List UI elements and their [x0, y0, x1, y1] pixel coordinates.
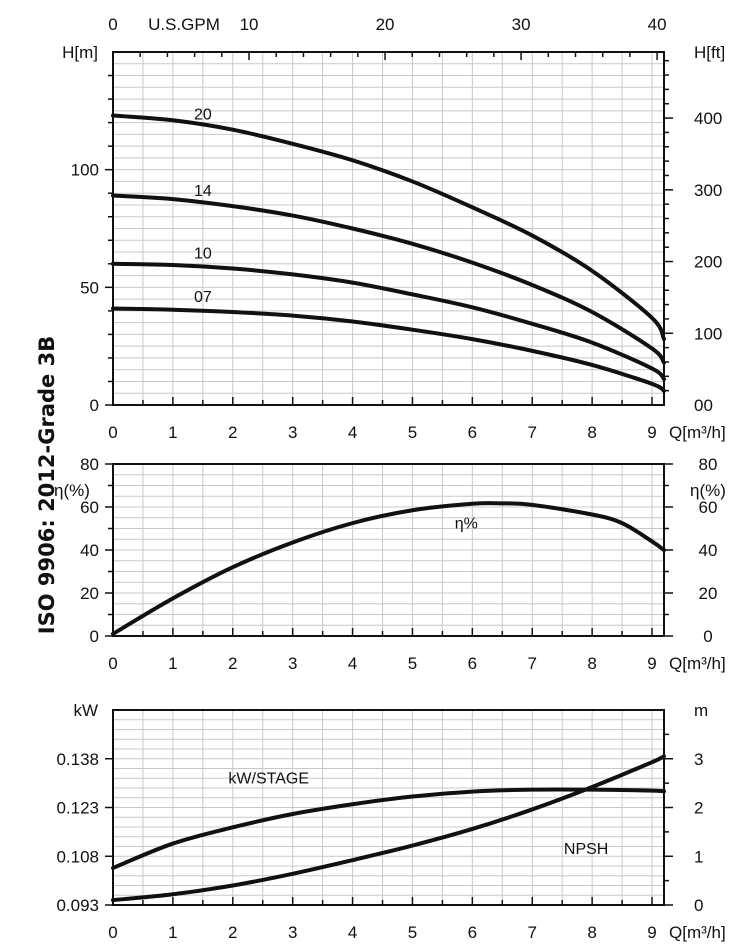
- y-right-tick-label: 20: [699, 584, 718, 603]
- x-tick-label: 6: [468, 923, 477, 942]
- series-curve: [111, 193, 666, 365]
- x-top-tick-label: 20: [376, 15, 395, 34]
- grid-layer: [112, 51, 664, 906]
- series-label: η%: [455, 516, 478, 533]
- label-layer: ISO 9906: 2012-Grade 3B 0 1 2 3 4 5 6 7 8 9 Q[m³/h…: [35, 15, 726, 942]
- x-axis-unit-label: Q[m³/h]: [669, 423, 726, 442]
- y-tick-label: 50: [80, 278, 99, 297]
- y-tick-label: 60: [80, 498, 99, 517]
- x-tick-label: 4: [348, 423, 357, 442]
- series-label: 20: [194, 107, 212, 124]
- x-tick-label: 4: [348, 923, 357, 942]
- x-tick-label: 0: [108, 654, 117, 673]
- series-curve: [111, 501, 666, 636]
- x-tick-label: 7: [528, 654, 537, 673]
- series-curve: [111, 306, 666, 393]
- y-right-tick-label: 100: [694, 324, 722, 343]
- x-top-tick-label: 10: [240, 15, 259, 34]
- x-tick-label: 6: [468, 654, 477, 673]
- y-tick-label: 0.138: [56, 750, 99, 769]
- y-tick-label: 20: [80, 584, 99, 603]
- x-tick-label: 7: [528, 923, 537, 942]
- x-axis-unit-label: Q[m³/h]: [669, 654, 726, 673]
- series-label: 07: [194, 289, 212, 306]
- series-curve: [111, 754, 666, 903]
- x-axis-unit-label: Q[m³/h]: [669, 923, 726, 942]
- x-tick-label: 1: [168, 654, 177, 673]
- panel-frame: [112, 51, 665, 406]
- x-tick-label: 1: [168, 923, 177, 942]
- x-tick-label: 3: [288, 654, 297, 673]
- series-curve: [111, 261, 666, 382]
- x-top-tick-label: 0: [108, 15, 117, 34]
- x-tick-label: 2: [228, 923, 237, 942]
- series-curve: [111, 787, 666, 870]
- x-tick-label: 1: [168, 423, 177, 442]
- y-axis-unit-label: kW: [73, 701, 98, 720]
- y-right-unit-label: m: [694, 701, 708, 720]
- y-right-tick-label: 2: [694, 799, 703, 818]
- series-curve: [111, 113, 666, 342]
- y-right-tick-label: 00: [694, 396, 713, 415]
- y-right-tick-label: 400: [694, 109, 722, 128]
- curve-layer: [111, 113, 666, 903]
- y-right-unit-label: η(%): [690, 481, 726, 500]
- y-tick-label: 100: [71, 161, 99, 180]
- x-top-tick-label: 30: [512, 15, 531, 34]
- x-tick-label: 5: [408, 654, 417, 673]
- y-tick-label: 0.123: [56, 799, 99, 818]
- x-tick-label: 9: [647, 654, 656, 673]
- series-label: 10: [194, 246, 212, 263]
- y-right-tick-label: 3: [694, 750, 703, 769]
- x-tick-label: 8: [587, 654, 596, 673]
- tick-layer: [105, 52, 673, 906]
- y-right-tick-label: 0: [694, 896, 703, 915]
- y-tick-label: 0.093: [56, 896, 99, 915]
- y-axis-unit-label: H[m]: [62, 43, 98, 62]
- y-right-tick-label: 0: [703, 627, 712, 646]
- y-right-tick-label: 60: [699, 498, 718, 517]
- x-tick-label: 6: [468, 423, 477, 442]
- x-tick-label: 2: [228, 423, 237, 442]
- x-tick-label: 0: [108, 423, 117, 442]
- x-tick-label: 4: [348, 654, 357, 673]
- y-axis-unit-label: η(%): [54, 481, 90, 500]
- x-tick-label: 5: [408, 423, 417, 442]
- y-right-unit-label: H[ft]: [694, 43, 725, 62]
- series-label: 14: [194, 183, 212, 200]
- x-tick-label: 3: [288, 923, 297, 942]
- y-right-tick-label: 200: [694, 253, 722, 272]
- x-tick-label: 7: [528, 423, 537, 442]
- x-tick-label: 8: [587, 923, 596, 942]
- y-tick-label: 0: [90, 396, 99, 415]
- y-right-tick-label: 300: [694, 181, 722, 200]
- x-tick-label: 2: [228, 654, 237, 673]
- x-tick-label: 3: [288, 423, 297, 442]
- x-top-tick-label: 40: [648, 15, 667, 34]
- x-tick-label: 9: [647, 423, 656, 442]
- side-standard-label: ISO 9906: 2012-Grade 3B: [35, 336, 59, 634]
- top-axis-unit-label: U.S.GPM: [148, 15, 220, 34]
- x-tick-label: 9: [647, 923, 656, 942]
- y-right-tick-label: 80: [699, 455, 718, 474]
- frame-layer: [112, 51, 665, 906]
- y-tick-label: 80: [80, 455, 99, 474]
- x-tick-label: 5: [408, 923, 417, 942]
- y-tick-label: 40: [80, 541, 99, 560]
- x-tick-label: 8: [587, 423, 596, 442]
- y-right-tick-label: 1: [694, 847, 703, 866]
- series-label: kW/STAGE: [228, 770, 309, 787]
- y-tick-label: 0.108: [56, 847, 99, 866]
- y-tick-label: 0: [90, 627, 99, 646]
- x-tick-label: 0: [108, 923, 117, 942]
- series-label: NPSH: [564, 841, 608, 858]
- y-right-tick-label: 40: [699, 541, 718, 560]
